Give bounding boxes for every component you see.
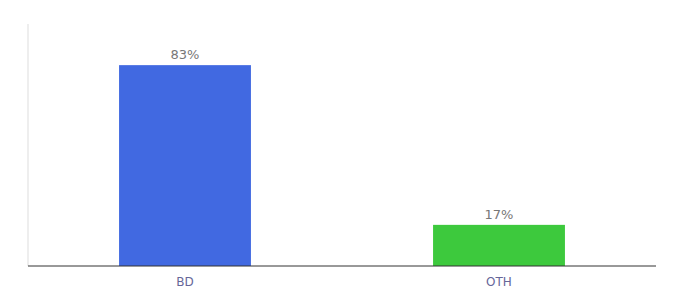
y-axis-line [28,24,29,266]
x-tick-label: BD [176,275,193,289]
x-tick-label: OTH [486,275,512,289]
chart-container: 83% 17% BD OTH [0,0,680,300]
bar [119,65,251,266]
chart-svg: 83% 17% BD OTH [0,0,680,300]
bars [119,65,565,266]
data-labels: 83% 17% [171,47,514,222]
page: {"chart_data": {"type": "bar", "categori… [0,0,680,300]
data-label: 83% [171,47,200,62]
x-axis-line [28,266,656,267]
bar [433,225,565,266]
data-label: 17% [485,207,514,222]
x-tick-labels: BD OTH [176,275,512,289]
